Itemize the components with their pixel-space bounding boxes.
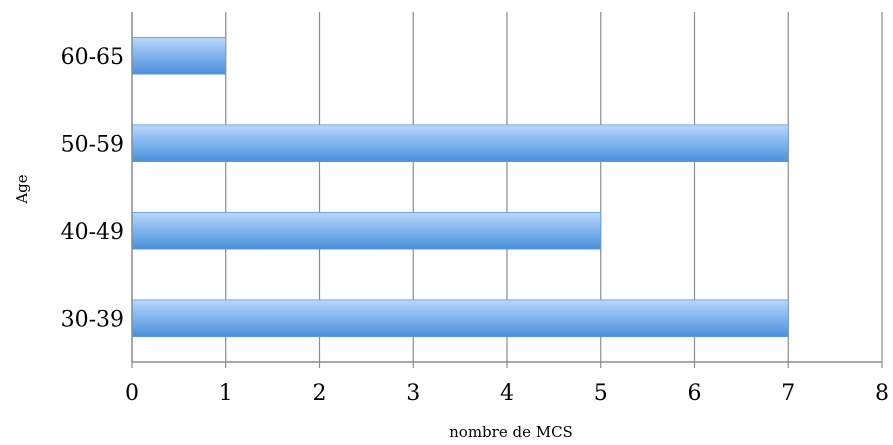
bar-50-59	[131, 124, 789, 163]
y-tick-label: 40-49	[61, 220, 124, 245]
gridlines	[131, 12, 883, 368]
y-tick-label: 50-59	[61, 132, 124, 157]
y-tick-label: 60-65	[61, 45, 124, 70]
labels: 30-39 40-49 50-59 60-65 0 1 2 3 4 5 6 7 8	[61, 45, 889, 406]
x-tick-label: 2	[313, 381, 327, 406]
x-tick-label: 7	[781, 381, 795, 406]
bar-40-49	[131, 211, 602, 250]
x-axis-title: nombre de MCS	[449, 423, 573, 441]
x-tick-label: 8	[875, 381, 889, 406]
x-tick-label: 4	[500, 381, 514, 406]
axes	[131, 12, 882, 363]
x-tick-label: 0	[125, 381, 139, 406]
x-tick-label: 3	[406, 381, 420, 406]
bar-60-65	[131, 36, 227, 75]
bar-30-39	[131, 299, 789, 338]
y-tick-label: 30-39	[61, 307, 124, 332]
y-axis-title: Age	[13, 174, 31, 204]
x-tick-label: 6	[688, 381, 702, 406]
x-tick-label: 1	[219, 381, 233, 406]
x-tick-label: 5	[594, 381, 608, 406]
bars	[131, 36, 789, 338]
